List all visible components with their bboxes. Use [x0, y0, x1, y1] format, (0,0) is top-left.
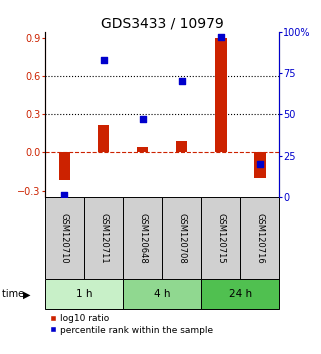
- Text: GSM120716: GSM120716: [255, 213, 264, 263]
- Bar: [176, 141, 187, 153]
- Text: 24 h: 24 h: [229, 290, 252, 299]
- Point: [179, 79, 184, 84]
- Bar: [162, 197, 201, 279]
- Text: time: time: [2, 290, 27, 299]
- Legend: log10 ratio, percentile rank within the sample: log10 ratio, percentile rank within the …: [49, 314, 213, 335]
- Bar: [98, 125, 109, 153]
- Bar: [84, 197, 123, 279]
- Point: [218, 34, 223, 40]
- Bar: [201, 197, 240, 279]
- Bar: [254, 153, 265, 178]
- Bar: [240, 197, 279, 279]
- Bar: [215, 38, 227, 153]
- Point: [101, 57, 106, 63]
- Text: GSM120648: GSM120648: [138, 213, 147, 263]
- Text: GSM120708: GSM120708: [177, 213, 186, 263]
- Bar: [123, 197, 162, 279]
- Text: 1 h: 1 h: [76, 290, 92, 299]
- Text: ▶: ▶: [23, 290, 31, 299]
- Point: [140, 116, 145, 122]
- Bar: [45, 197, 84, 279]
- Bar: [137, 147, 148, 153]
- Text: GSM120710: GSM120710: [60, 213, 69, 263]
- Bar: [123, 279, 201, 309]
- Bar: [201, 279, 279, 309]
- Text: GSM120715: GSM120715: [216, 213, 225, 263]
- Text: 4 h: 4 h: [154, 290, 170, 299]
- Bar: [59, 153, 70, 181]
- Text: GSM120711: GSM120711: [99, 213, 108, 263]
- Title: GDS3433 / 10979: GDS3433 / 10979: [101, 17, 223, 31]
- Point: [257, 161, 262, 167]
- Point: [62, 193, 67, 198]
- Bar: [45, 279, 123, 309]
